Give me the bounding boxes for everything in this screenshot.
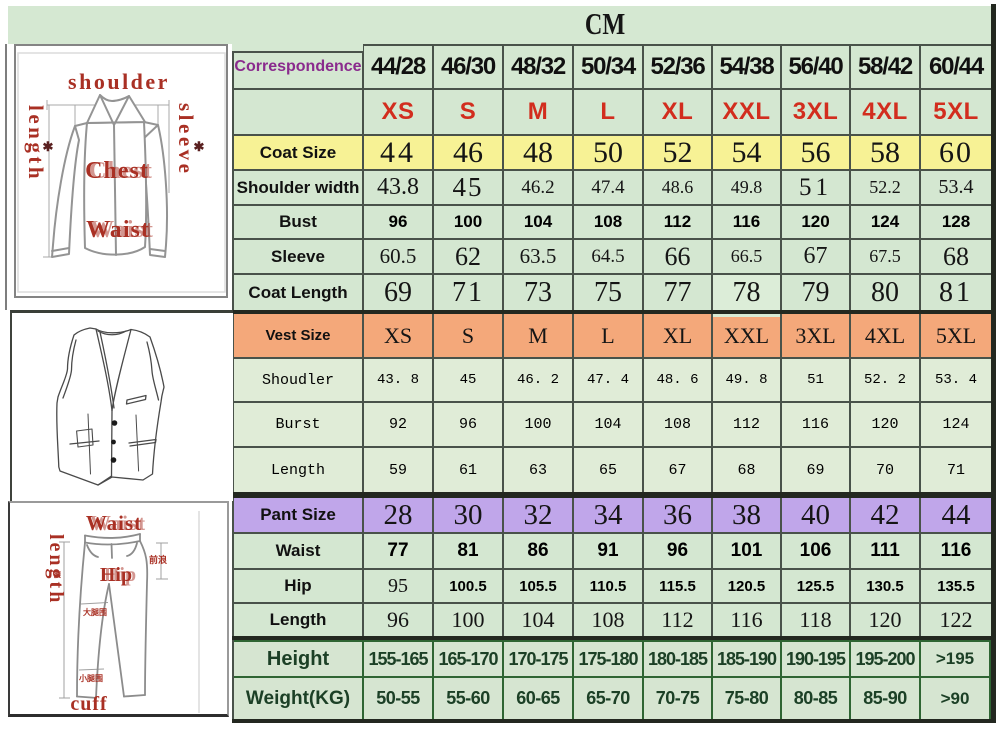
svg-text:shoulder: shoulder [68,69,170,94]
svg-text:Waist: Waist [90,217,154,243]
svg-text:Waist: Waist [90,511,146,535]
svg-text:大腿围: 大腿围 [83,607,107,617]
svg-text:✱: ✱ [194,139,205,154]
svg-text:length: length [24,105,48,182]
svg-text:Waist: Waist [86,511,142,535]
svg-text:Chest: Chest [85,158,149,184]
svg-text:sleeve: sleeve [174,103,198,176]
svg-text:Hip: Hip [100,564,132,586]
svg-text:✱: ✱ [43,139,54,154]
svg-text:length: length [45,534,67,605]
svg-text:Waist: Waist [86,217,150,243]
svg-text:前浪: 前浪 [149,554,167,565]
svg-text:cuff: cuff [70,693,107,715]
svg-text:Chest: Chest [89,158,153,184]
svg-text:腰: 腰 [53,570,61,579]
svg-text:Hip: Hip [104,564,136,586]
svg-text:小腿围: 小腿围 [78,673,103,683]
